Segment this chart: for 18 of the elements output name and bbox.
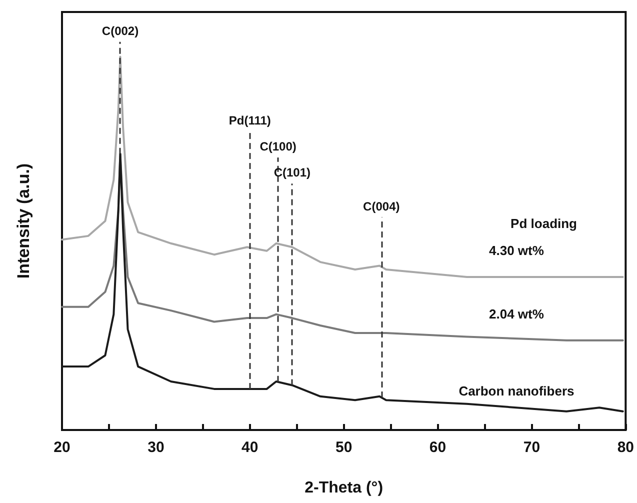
ref-line-label: C(002) (102, 24, 139, 38)
legend-title: Pd loading (510, 216, 578, 231)
ref-line-label: Pd(111) (228, 113, 271, 128)
x-tick-label: 20 (54, 439, 70, 456)
x-tick-label: 30 (148, 439, 164, 456)
x-tick-label: 60 (429, 439, 446, 456)
series-label: 2.04 wt% (489, 306, 544, 322)
x-axis-title: 2-Theta (°) (304, 480, 384, 496)
x-tick-label: 40 (242, 439, 258, 456)
x-tick-label: 50 (335, 439, 352, 456)
ref-line-label: C(100) (260, 140, 296, 154)
series-label: 4.30 wt% (489, 242, 544, 258)
x-tick-label: 80 (617, 439, 634, 456)
series-label: Carbon nanofibers (458, 383, 574, 398)
x-tick-label: 70 (523, 439, 540, 456)
y-axis-title: Intensity (a.u.) (14, 163, 33, 279)
ref-line-label: C(004) (363, 199, 400, 214)
ref-line-label: C(101) (274, 166, 311, 180)
